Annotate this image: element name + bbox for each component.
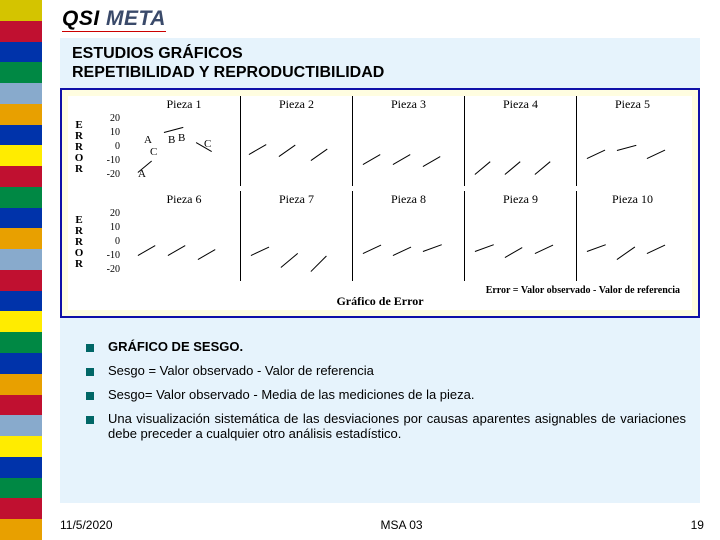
- data-line: [363, 154, 381, 165]
- panel-title: Pieza 3: [353, 96, 464, 110]
- y-axis-label: ERROR: [74, 120, 84, 175]
- panel-title: Pieza 1: [128, 96, 240, 110]
- data-line: [475, 161, 491, 175]
- panel: Pieza 7: [240, 191, 352, 281]
- panel-title: Pieza 5: [577, 96, 688, 110]
- y-ticks: 20100-10-20: [98, 209, 120, 279]
- data-line: [311, 256, 328, 273]
- panel: Pieza 2: [240, 96, 352, 186]
- data-line: [535, 161, 551, 175]
- panel-title: Pieza 2: [241, 96, 352, 110]
- caption-main: Gráfico de Error: [68, 294, 692, 310]
- panel: Pieza 9: [464, 191, 576, 281]
- footer: 11/5/2020 MSA 03 19: [60, 518, 704, 532]
- panelstrip-1: Pieza 1Pieza 2Pieza 3Pieza 4Pieza 5: [128, 96, 688, 186]
- bullet-item: Sesgo= Valor observado - Media de las me…: [86, 387, 686, 402]
- data-line: [198, 249, 216, 260]
- panel-title: Pieza 9: [465, 191, 576, 205]
- panel: Pieza 5: [576, 96, 688, 186]
- panel-title: Pieza 4: [465, 96, 576, 110]
- title-line2: REPETIBILIDAD Y REPRODUCTIBILIDAD: [72, 63, 688, 82]
- panel: Pieza 10: [576, 191, 688, 281]
- annot-a-top: A: [144, 134, 152, 146]
- sidebar-stripes: [0, 0, 42, 540]
- data-line: [423, 244, 442, 252]
- data-line: [251, 247, 270, 257]
- brand-meta: META: [106, 7, 166, 30]
- data-line: [505, 247, 523, 258]
- data-line: [423, 156, 441, 167]
- panel-title: Pieza 8: [353, 191, 464, 205]
- data-line: [363, 245, 382, 255]
- panel-title: Pieza 6: [128, 191, 240, 205]
- footer-date: 11/5/2020: [60, 518, 113, 532]
- data-line: [311, 149, 328, 162]
- plot-area: [469, 209, 572, 277]
- plot-area: [581, 114, 684, 182]
- data-line: [617, 247, 636, 261]
- plot-area: [132, 209, 236, 277]
- plot-area: [357, 114, 460, 182]
- data-line: [647, 150, 666, 160]
- data-line: [535, 245, 554, 255]
- chart-inner: ERROR 20100-10-20 Pieza 1Pieza 2Pieza 3P…: [68, 96, 692, 310]
- footer-center: MSA 03: [381, 518, 423, 532]
- data-line: [505, 161, 521, 175]
- plot-area: [357, 209, 460, 277]
- data-line: [138, 245, 156, 256]
- brand-header: QSI META: [62, 8, 166, 32]
- brand-qsi: QSI: [62, 7, 100, 30]
- panelstrip-2: Pieza 6Pieza 7Pieza 8Pieza 9Pieza 10: [128, 191, 688, 281]
- footer-page: 19: [691, 518, 704, 532]
- bullet-item: Una visualización sistemática de las des…: [86, 411, 686, 441]
- annot-b: B: [168, 134, 175, 146]
- bullet-list: GRÁFICO DE SESGO. Sesgo = Valor observado…: [86, 330, 686, 450]
- plot-area: [469, 114, 572, 182]
- error-chart: ERROR 20100-10-20 Pieza 1Pieza 2Pieza 3P…: [60, 88, 700, 318]
- data-line: [249, 144, 267, 155]
- panel-title: Pieza 10: [577, 191, 688, 205]
- annot-c: C: [204, 138, 211, 150]
- data-line: [587, 150, 606, 160]
- panel-title: Pieza 7: [241, 191, 352, 205]
- bullet-item: GRÁFICO DE SESGO.: [86, 339, 686, 354]
- data-line: [393, 247, 412, 257]
- chart-row-1: ERROR 20100-10-20 Pieza 1Pieza 2Pieza 3P…: [68, 96, 692, 191]
- plot-area: [132, 114, 236, 182]
- y-axis-label: ERROR: [74, 215, 84, 270]
- data-line: [617, 145, 637, 152]
- data-line: [393, 154, 411, 165]
- plot-area: [245, 114, 348, 182]
- title-line1: ESTUDIOS GRÁFICOS: [72, 44, 688, 63]
- data-line: [281, 253, 299, 268]
- panel: Pieza 3: [352, 96, 464, 186]
- annot-a-bottom: A: [138, 168, 146, 180]
- chart-row-2: ERROR 20100-10-20 Pieza 6Pieza 7Pieza 8P…: [68, 191, 692, 286]
- y-ticks: 20100-10-20: [98, 114, 120, 184]
- data-line: [647, 245, 666, 255]
- data-line: [279, 145, 296, 158]
- annot-b2: B: [178, 132, 185, 144]
- plot-area: [245, 209, 348, 277]
- panel: Pieza 4: [464, 96, 576, 186]
- data-line: [587, 244, 606, 252]
- data-line: [475, 244, 494, 252]
- panel: Pieza 6: [128, 191, 240, 281]
- panel: Pieza 8: [352, 191, 464, 281]
- data-line: [168, 245, 186, 256]
- annot-c-top: C: [150, 146, 157, 158]
- bullet-item: Sesgo = Valor observado - Valor de refer…: [86, 363, 686, 378]
- plot-area: [581, 209, 684, 277]
